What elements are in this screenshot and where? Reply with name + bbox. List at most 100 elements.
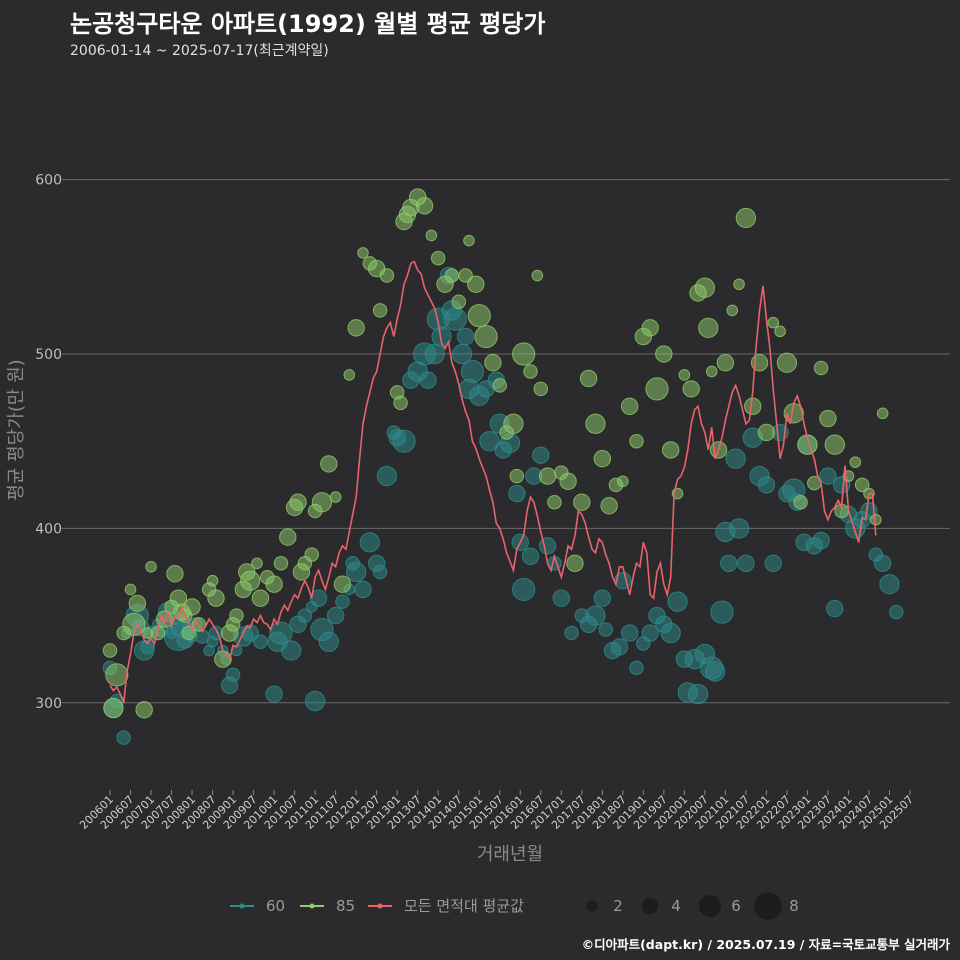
point-85	[819, 409, 837, 428]
average-line-path	[109, 260, 877, 704]
chart-subtitle: 2006-01-14 ~ 2025-07-17(최근계약일)	[70, 43, 329, 59]
point-85	[705, 365, 718, 378]
x-axis-title: 거래년월	[477, 844, 543, 865]
point-60	[660, 622, 681, 644]
point-85	[229, 608, 244, 623]
size-legend-circle	[754, 892, 782, 920]
point-85	[876, 407, 889, 420]
point-60	[720, 554, 738, 572]
point-60	[757, 476, 776, 494]
legend-label: 모든 면적대 평균값	[404, 897, 524, 915]
point-85	[343, 369, 356, 381]
point-85	[474, 324, 498, 349]
point-85	[694, 277, 716, 298]
point-85	[682, 380, 700, 398]
point-60	[889, 604, 904, 620]
point-85	[206, 574, 219, 587]
y-axis-title: 평균 평당가(만 원)	[6, 359, 27, 500]
y-axis-ticks: 300 400 500 600	[35, 173, 62, 712]
point-60	[704, 661, 726, 682]
point-60	[346, 561, 367, 583]
point-60	[620, 624, 639, 642]
point-60	[479, 431, 500, 452]
point-85	[183, 598, 201, 616]
point-85	[767, 316, 780, 329]
point-85	[641, 319, 659, 337]
point-85	[774, 325, 786, 338]
point-85	[531, 269, 544, 282]
point-85	[566, 554, 584, 572]
point-60	[532, 446, 550, 464]
point-85	[733, 278, 745, 291]
point-60	[521, 547, 540, 566]
size-legend-circle	[698, 894, 722, 918]
point-85	[467, 275, 485, 293]
point-85	[744, 397, 762, 416]
point-60	[253, 634, 268, 650]
point-85	[304, 547, 319, 562]
point-85	[512, 342, 536, 366]
point-85	[533, 381, 549, 397]
point-60	[225, 667, 241, 683]
point-60	[297, 608, 313, 623]
point-60	[376, 465, 398, 487]
size-legend-circle	[586, 900, 598, 912]
point-60	[629, 660, 644, 676]
point-60	[610, 638, 629, 656]
point-60	[359, 532, 380, 553]
point-85	[145, 560, 157, 573]
point-85	[600, 497, 618, 515]
point-60	[456, 327, 475, 346]
point-60	[826, 599, 844, 618]
point-85	[854, 477, 870, 493]
point-85	[645, 377, 669, 401]
point-60	[687, 683, 709, 705]
point-85	[547, 495, 562, 510]
point-60	[819, 467, 837, 485]
point-85	[451, 294, 466, 309]
point-85	[372, 303, 388, 318]
point-60	[318, 631, 339, 652]
point-60	[598, 622, 613, 637]
point-60	[326, 606, 345, 625]
point-85	[105, 663, 129, 687]
point-60	[552, 589, 570, 607]
point-85	[311, 492, 333, 513]
point-60	[812, 531, 830, 550]
legend-key-dot	[239, 903, 245, 909]
point-85	[579, 369, 598, 388]
point-60	[538, 537, 557, 555]
size-legend-circle	[641, 897, 659, 915]
point-60	[710, 600, 734, 624]
y-tick-label: 300	[35, 696, 62, 712]
chart-title: 논공청구타운 아파트(1992) 월별 평균 평당가	[70, 10, 546, 38]
point-85	[849, 456, 862, 468]
size-legend-label: 8	[789, 897, 799, 915]
point-85	[329, 491, 342, 503]
point-60	[508, 484, 526, 503]
point-60	[512, 577, 536, 602]
legend-key-dot	[377, 903, 383, 909]
point-85	[593, 449, 612, 468]
point-85	[124, 583, 137, 596]
point-85	[128, 594, 147, 613]
scatter-points	[102, 188, 904, 745]
point-85	[573, 493, 591, 511]
point-60	[585, 605, 606, 626]
point-60	[667, 591, 688, 612]
point-85	[678, 369, 691, 381]
point-60	[309, 589, 328, 607]
size-legend-label: 6	[731, 897, 741, 915]
point-85	[813, 360, 829, 376]
point-85	[523, 364, 538, 379]
point-60	[116, 730, 131, 745]
point-60	[304, 690, 326, 712]
gridlines	[62, 179, 950, 704]
point-85	[484, 354, 502, 372]
point-60	[764, 554, 782, 572]
point-85	[629, 433, 644, 449]
point-85	[393, 395, 408, 411]
point-85	[538, 467, 557, 485]
point-85	[617, 475, 629, 488]
